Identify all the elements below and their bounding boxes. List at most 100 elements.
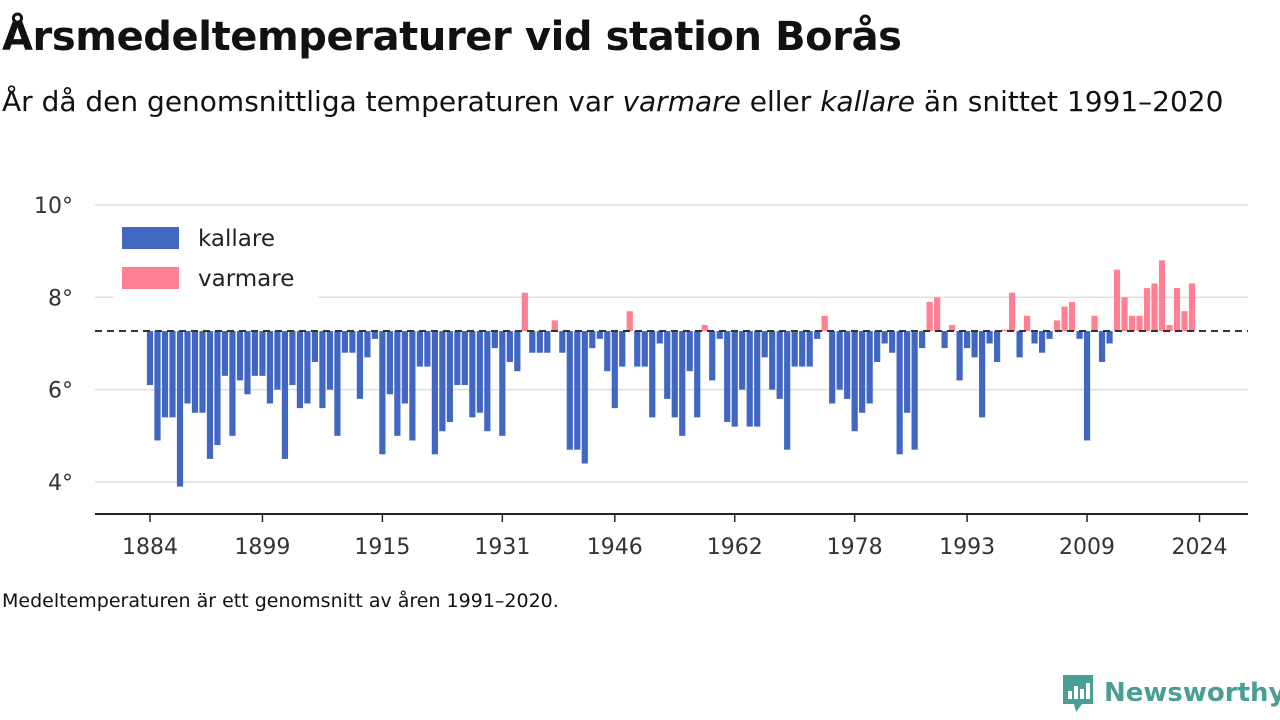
bar-cold [866, 331, 873, 404]
newsworthy-logo-icon [1063, 675, 1093, 712]
chart-subtitle: År då den genomsnittliga temperaturen va… [2, 80, 1242, 123]
bar-warm [1091, 315, 1098, 332]
bar-cold [439, 331, 446, 432]
bar-cold [364, 331, 371, 358]
bar-cold [206, 331, 214, 459]
bar-cold [971, 331, 978, 358]
bar-cold [964, 331, 971, 349]
axes: 4° 6° 8° 10° 1884 1899 1915 1931 1946 1962 1978 199… [34, 194, 1248, 560]
bar-cold [484, 331, 491, 432]
bar-cold [724, 331, 731, 422]
bar-cold [214, 331, 221, 446]
bar-cold [319, 331, 326, 409]
bar-warm [1113, 269, 1121, 332]
bar-cold [993, 331, 1001, 362]
bar-cold [199, 331, 206, 413]
bar-cold [679, 331, 686, 436]
bar-cold [814, 331, 821, 339]
bar-cold [716, 331, 723, 339]
bar-warm [1068, 301, 1076, 332]
bar-cold [919, 331, 926, 349]
bar-cold [896, 331, 903, 455]
bar-cold [514, 331, 521, 372]
bar-cold [499, 331, 506, 436]
bar-warm [1128, 315, 1136, 332]
bar-cold [731, 331, 738, 427]
bar-warm [1001, 329, 1008, 332]
bar-cold [341, 331, 349, 353]
bar-warm [821, 315, 828, 332]
subtitle-warm-word: varmare [622, 85, 741, 118]
bar-cold [649, 331, 656, 418]
bar-cold [184, 331, 191, 404]
bar-cold [394, 331, 401, 436]
bar-cold [836, 331, 843, 390]
bar-cold [559, 331, 566, 353]
bar-cold [1016, 331, 1023, 358]
bar-warm [521, 292, 528, 332]
x-tick-label: 2009 [1059, 535, 1115, 560]
bar-cold [686, 331, 693, 372]
newsworthy-logo: Newsworthy [1060, 672, 1280, 714]
bar-cold [146, 331, 154, 386]
bar-cold [829, 331, 836, 404]
bar-cold [1083, 331, 1091, 441]
bar-warm [701, 325, 708, 332]
bar-cold [454, 331, 461, 386]
bar-warm [949, 325, 956, 332]
bar-cold [281, 331, 289, 459]
bar-warm [1061, 306, 1068, 332]
bar-warm [1136, 315, 1143, 332]
chart-title: Årsmedeltemperaturer vid station Borås [2, 14, 902, 60]
bar-cold [1106, 331, 1113, 344]
x-tick-label: 1931 [474, 535, 530, 560]
y-tick-label: 6° [48, 379, 73, 404]
y-tick-label: 10° [34, 194, 73, 219]
bar-warm [1166, 325, 1173, 332]
x-tick-label: 1884 [122, 535, 178, 560]
bar-cold [746, 331, 753, 427]
brand-name: Newsworthy [1104, 678, 1280, 708]
bar-cold [574, 331, 581, 450]
subtitle-text: eller [740, 85, 821, 118]
x-tick-label: 1899 [234, 535, 290, 560]
bar-cold [754, 331, 761, 427]
bar-warm [1188, 283, 1196, 332]
bar-cold [641, 331, 648, 367]
bar-cold [979, 331, 986, 418]
bar-warm [1008, 292, 1016, 332]
bar-warm [1151, 283, 1158, 332]
bar-cold [191, 331, 199, 413]
bar-cold [221, 331, 229, 376]
bar-cold [956, 331, 963, 381]
bar-cold [694, 331, 701, 418]
bar-warm [1121, 297, 1128, 332]
bar-cold [589, 331, 596, 349]
y-tick-label: 8° [48, 286, 73, 311]
x-tick-label: 1978 [827, 535, 883, 560]
bar-cold [536, 331, 543, 353]
bar-cold [889, 331, 896, 353]
bar-cold [739, 331, 746, 390]
bar-cold [604, 331, 611, 372]
bar-cold [709, 331, 716, 381]
bar-cold [941, 331, 948, 349]
bar-cold [401, 331, 408, 404]
bar-cold [334, 331, 341, 436]
bar-cold [446, 331, 453, 422]
bar-cold [371, 331, 378, 339]
bar-cold [634, 331, 641, 367]
x-tick-label: 1915 [354, 535, 410, 560]
bar-cold [761, 331, 768, 358]
bar-cold [1076, 331, 1083, 339]
bar-cold [326, 331, 334, 390]
bar-cold [431, 331, 438, 455]
bar-cold [874, 331, 881, 362]
bar-cold [476, 331, 483, 413]
bar-cold [379, 331, 386, 455]
bar-cold [611, 331, 618, 409]
bar-warm [926, 301, 933, 332]
bar-cold [266, 331, 274, 404]
bar-cold [469, 331, 476, 418]
bar-cold [244, 331, 251, 395]
